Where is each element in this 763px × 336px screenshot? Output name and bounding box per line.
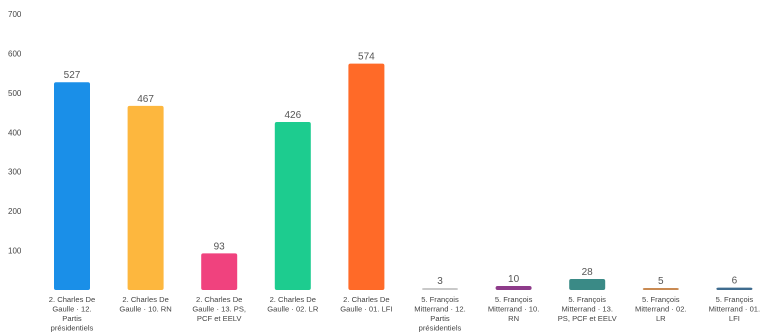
x-tick-label: 5. François Mitterrand · 10. RN [488,295,540,323]
y-tick-label: 200 [8,207,22,216]
bar [569,278,606,290]
x-tick-label: 5. François Mitterrand · 02. LR [635,295,687,323]
x-tick-label: 2. Charles De Gaulle · 13. PS, PCF et EELV [192,295,246,323]
bar-value-label: 5 [658,276,664,287]
bar-value-label: 467 [137,94,154,105]
y-tick-label: 100 [8,247,22,256]
bar [127,105,164,291]
bar [348,63,385,291]
bar [274,122,311,290]
bar [495,286,532,290]
value-labels: 527 467 93 426 574 3 10 28 5 6 [64,52,738,287]
bar-value-label: 10 [508,274,520,285]
x-tick-label: 2. Charles De Gaulle · 02. LR [267,295,319,314]
x-tick-label: 5. François Mitterrand · 12. Partis préside… [414,295,466,333]
bar [642,288,679,290]
x-tick-label: 5. François Mitterrand · 01. LFI [709,295,761,323]
bar [201,253,238,290]
bar [54,82,90,290]
bar-value-label: 527 [64,70,81,81]
y-tick-label: 700 [8,10,22,19]
y-tick-label: 400 [8,128,22,137]
bar [422,288,458,290]
x-axis-labels: 2. Charles De Gaulle · 12. Partis président… [49,295,760,333]
y-tick-label: 500 [8,89,22,98]
y-tick-label: 600 [8,49,22,58]
bar-value-label: 426 [284,110,301,121]
bar-value-label: 93 [214,241,226,252]
x-tick-label: 2. Charles De Gaulle · 10. RN [119,295,171,314]
x-tick-label: 2. Charles De Gaulle · 01. LFI [340,295,392,314]
bars [54,63,753,291]
y-axis: 100 200 300 400 500 600 700 [8,10,22,256]
bar-value-label: 28 [582,267,594,278]
y-tick-label: 300 [8,168,22,177]
bar-value-label: 3 [437,276,443,287]
x-tick-label: 2. Charles De Gaulle · 12. Partis président… [49,295,95,333]
bar-value-label: 574 [358,52,375,63]
x-tick-label: 5. François Mitterrand · 13. PS, PCF et EE… [558,295,618,323]
bar-value-label: 6 [732,276,738,287]
bar [716,287,753,290]
